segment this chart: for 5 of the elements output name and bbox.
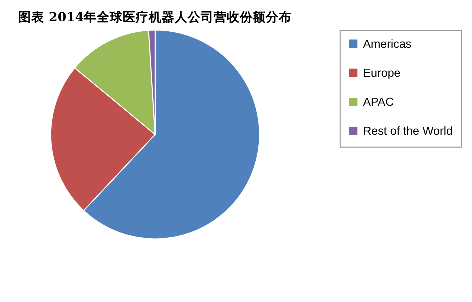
legend-label: Americas (363, 38, 412, 51)
chart-title: 图表 2014年全球医疗机器人公司营收份额分布 (18, 10, 292, 25)
legend-label: Europe (363, 66, 401, 80)
legend-label: Rest of the World (363, 125, 453, 138)
legend-label: APAC (363, 96, 394, 110)
